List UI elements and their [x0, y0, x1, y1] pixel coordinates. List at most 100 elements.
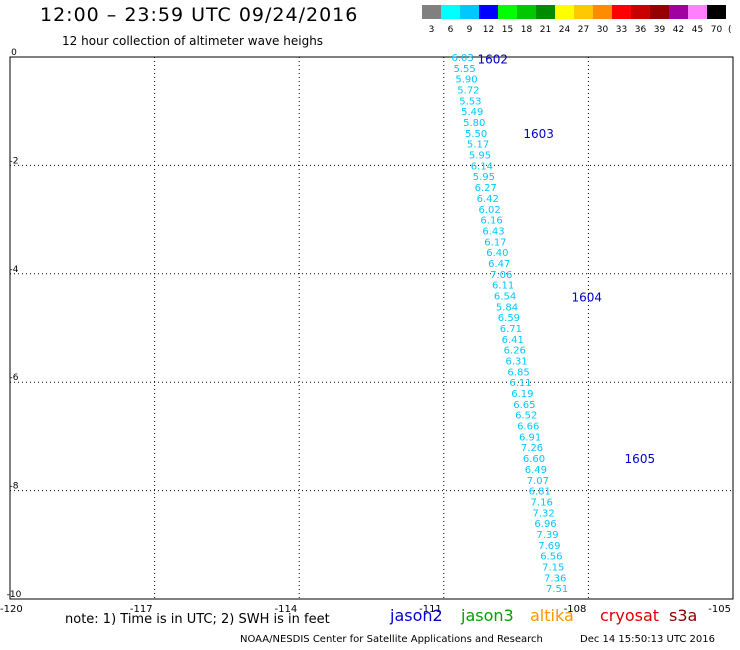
- satellite-jason3: jason3: [461, 606, 514, 625]
- scale-tick-label: 42: [673, 25, 684, 35]
- scale-swatch: [631, 5, 650, 19]
- scale-swatch: [460, 5, 479, 19]
- y-tick-label: 0: [11, 48, 17, 58]
- swh-data-label: 6.11: [509, 378, 531, 389]
- swh-data-label: 6.26: [504, 346, 526, 357]
- satellite-altika: altika: [530, 606, 574, 625]
- swh-data-label: 6.56: [540, 552, 562, 563]
- scale-swatch: [574, 5, 593, 19]
- swh-data-label: 5.55: [453, 64, 475, 75]
- scale-tick-label: 9: [467, 25, 473, 35]
- swh-data-label: 7.16: [531, 497, 553, 508]
- chart-subtitle: 12 hour collection of altimeter wave hei…: [62, 34, 324, 48]
- swh-data-label: 6.43: [482, 226, 504, 237]
- swh-data-label: 6.65: [513, 400, 535, 411]
- x-tick-label: -120: [0, 604, 23, 615]
- scale-swatch: [650, 5, 669, 19]
- swh-data-label: 7.07: [527, 476, 549, 487]
- swh-data-label: 5.53: [459, 96, 481, 107]
- scale-tick-label: 39: [654, 25, 666, 35]
- time-label: 1604: [572, 291, 603, 305]
- scale-unit-label: (ft): [728, 25, 732, 35]
- swh-data-label: 7.39: [536, 530, 558, 541]
- scale-tick-label: 12: [483, 25, 494, 35]
- scale-swatch: [707, 5, 726, 19]
- swh-data-label: 5.95: [469, 151, 491, 162]
- swh-data-label: 6.16: [480, 216, 502, 227]
- swh-data-label: 6.54: [494, 291, 516, 302]
- swh-data-label: 6.02: [479, 205, 501, 216]
- swh-data-label: 7.32: [532, 508, 554, 519]
- scale-tick-label: 6: [448, 25, 454, 35]
- swh-data-label: 6.85: [507, 367, 529, 378]
- swh-data-label: 5.90: [455, 75, 477, 86]
- swh-data-label: 6.47: [488, 259, 510, 270]
- swh-data-label: 7.36: [544, 573, 566, 584]
- swh-data-label: 6.49: [525, 465, 547, 476]
- scale-swatch: [555, 5, 574, 19]
- scale-swatch: [669, 5, 688, 19]
- time-label: 1602: [478, 53, 509, 67]
- y-tick-label: -8: [10, 482, 19, 492]
- swh-data-label: 5.17: [467, 140, 489, 151]
- swh-data-label: 6.42: [477, 194, 499, 205]
- y-tick-label: -2: [10, 156, 19, 166]
- swh-data-label: 6.96: [534, 519, 556, 530]
- plot-frame: [9, 56, 734, 600]
- swh-data-label: 5.72: [457, 86, 479, 97]
- swh-data-label: 5.49: [461, 107, 483, 118]
- swh-data-label: 6.52: [515, 411, 537, 422]
- swh-data-label: 7.26: [521, 443, 543, 454]
- swh-data-label: 6.40: [486, 248, 508, 259]
- scale-swatch: [479, 5, 498, 19]
- scale-tick-label: 18: [521, 25, 533, 35]
- y-tick-label: -4: [10, 265, 19, 275]
- scale-swatch: [593, 5, 612, 19]
- scale-swatch: [536, 5, 555, 19]
- time-label: 1603: [523, 127, 554, 141]
- x-tick-label: -114: [274, 604, 297, 615]
- x-tick-label: -117: [130, 604, 153, 615]
- y-tick-label: -10: [7, 590, 22, 600]
- swh-data-label: 6.14: [471, 161, 493, 172]
- y-tick-label: -6: [10, 373, 19, 383]
- swh-data-label: 5.95: [473, 172, 495, 183]
- scale-tick-label: 36: [635, 25, 647, 35]
- swh-data-label: 6.17: [484, 237, 506, 248]
- swh-data-label: 6.31: [505, 357, 527, 368]
- footer-note: note: 1) Time is in UTC; 2) SWH is in fe…: [65, 612, 330, 627]
- swh-data-label: 6.91: [519, 432, 541, 443]
- scale-swatch: [498, 5, 517, 19]
- scale-tick-label: 15: [502, 25, 513, 35]
- swh-data-label: 7.69: [538, 541, 560, 552]
- satellite-s3a: s3a: [669, 606, 698, 625]
- x-tick-label: -105: [708, 604, 731, 615]
- scale-tick-label: 3: [429, 25, 435, 35]
- altimeter-map-plot: -120 -117 -114 -111 -108 -105 0 -2 -4 -6 -8 -10 6.03…: [0, 48, 734, 615]
- scale-swatch: [688, 5, 707, 19]
- swh-data-label: 7.51: [546, 584, 568, 595]
- swh-data-label: 6.19: [511, 389, 533, 400]
- swh-data-label: 5.84: [496, 302, 518, 313]
- scale-tick-label: 70: [711, 25, 723, 35]
- swh-data-label: 6.11: [492, 281, 514, 292]
- swh-data-label: 6.59: [498, 313, 520, 324]
- scale-swatch: [517, 5, 536, 19]
- scale-tick-label: 33: [616, 25, 627, 35]
- scale-tick-label: 27: [578, 25, 589, 35]
- swh-data-label: 7.15: [542, 562, 564, 573]
- scale-tick-label: 45: [692, 25, 703, 35]
- swh-data-label: 6.71: [500, 324, 522, 335]
- satellite-cryosat: cryosat: [600, 606, 660, 625]
- scale-swatch: [441, 5, 460, 19]
- swh-data-label: 6.66: [517, 422, 539, 433]
- chart-title: 12:00 – 23:59 UTC 09/24/2016: [40, 4, 359, 26]
- scale-tick-label: 24: [559, 25, 571, 35]
- swh-data-label: 6.81: [529, 487, 551, 498]
- x-tick-label: -111: [419, 604, 442, 615]
- scale-swatch: [422, 5, 441, 19]
- scale-tick-label: 21: [540, 25, 551, 35]
- credit-line: NOAA/NESDIS Center for Satellite Applica…: [240, 634, 543, 645]
- swh-data-label: 7.06: [490, 270, 512, 281]
